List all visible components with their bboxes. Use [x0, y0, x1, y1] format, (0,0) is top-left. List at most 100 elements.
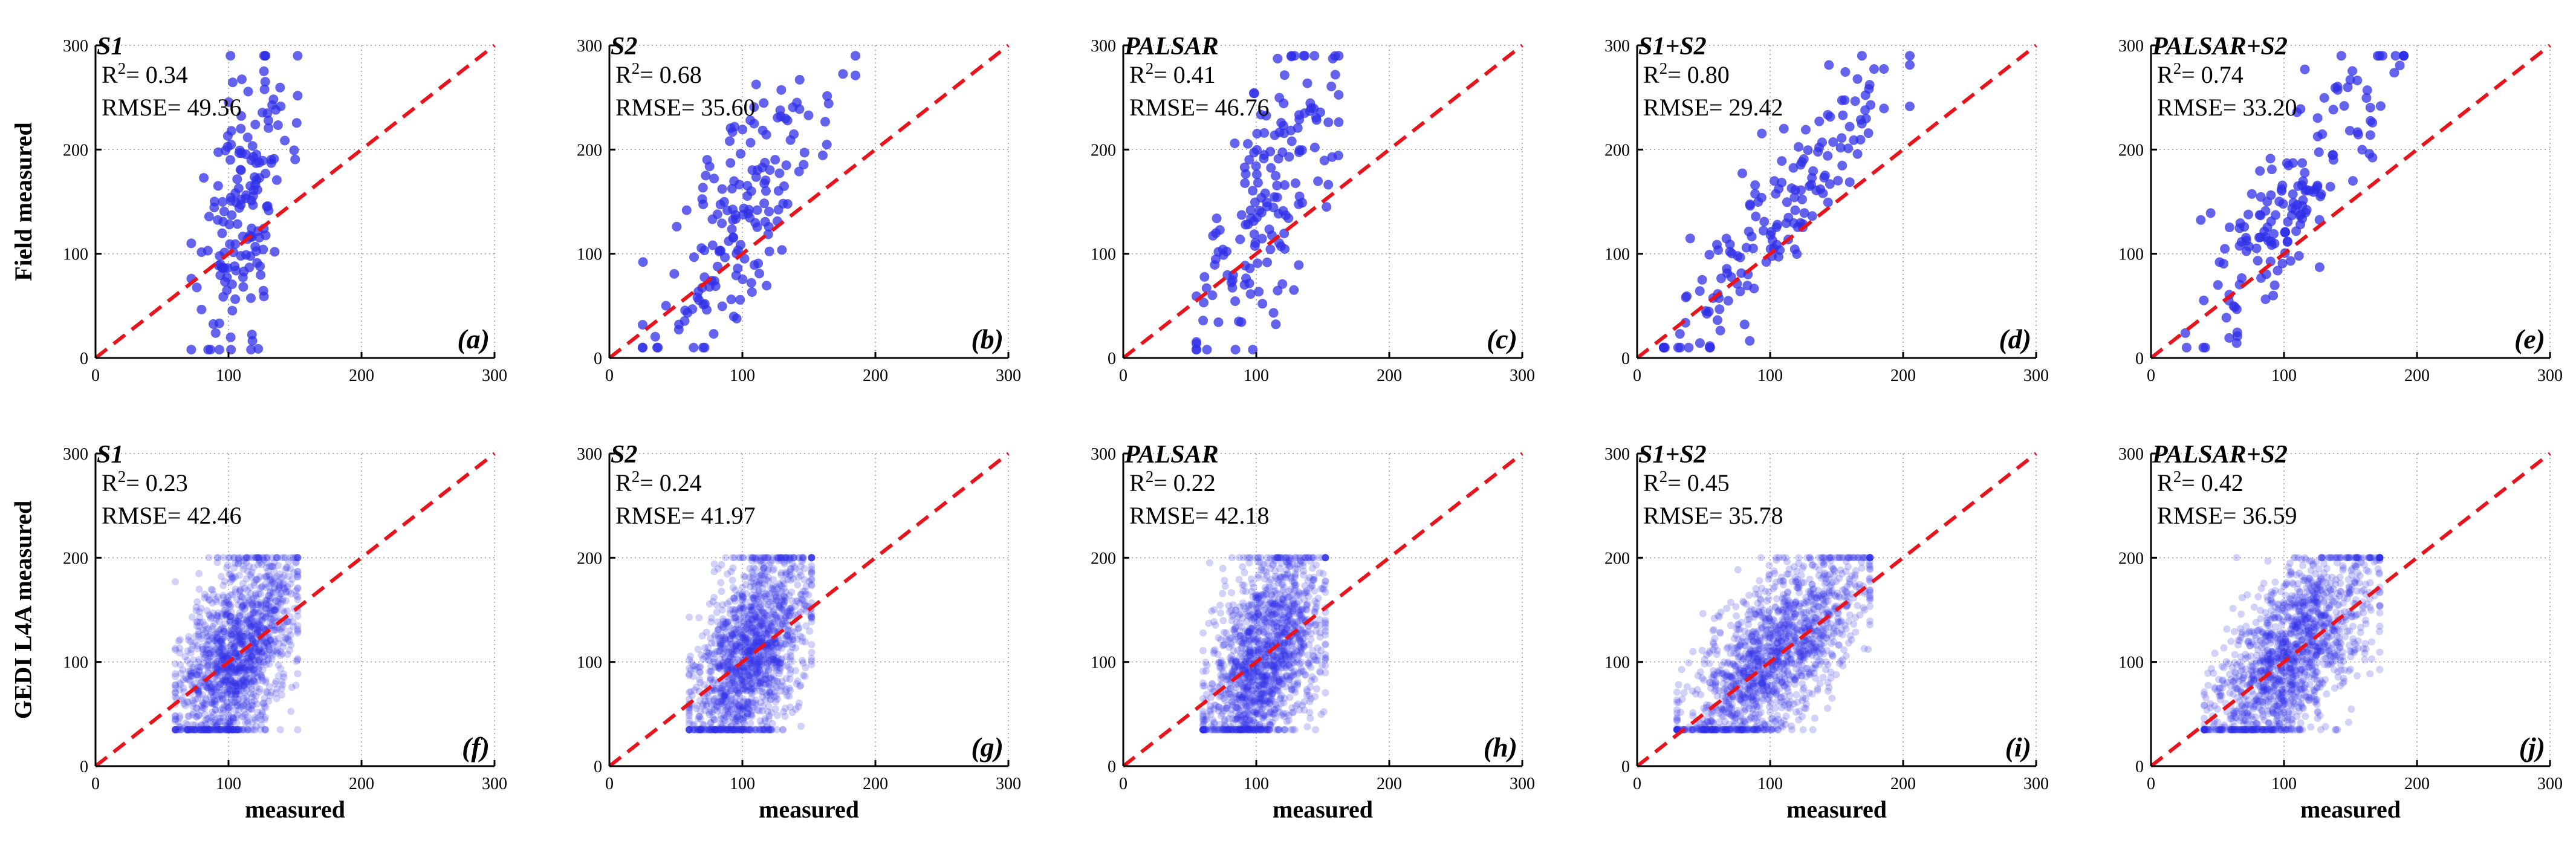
scatter-point — [727, 294, 736, 304]
scatter-point — [747, 278, 756, 288]
scatter-point — [2259, 227, 2269, 236]
scatter-point — [172, 689, 179, 697]
x-tick-label: 100 — [216, 366, 241, 385]
scatter-point — [724, 705, 731, 712]
scatter-point — [256, 270, 265, 280]
scatter-point — [261, 77, 270, 86]
rmse-stat-d: RMSE= 29.42 — [1643, 94, 1783, 121]
scatter-point — [1675, 329, 1685, 339]
scatter-point — [1309, 103, 1319, 113]
scatter-point — [1320, 156, 1329, 166]
scatter-point — [774, 205, 784, 215]
scatter-point — [2274, 197, 2284, 206]
scatter-point — [2326, 182, 2335, 192]
scatter-point — [236, 251, 245, 261]
scatter-point — [776, 85, 786, 95]
scatter-point — [245, 706, 252, 714]
scatter-point — [801, 673, 808, 680]
scatter-point — [774, 169, 784, 178]
scatter-point — [1213, 317, 1223, 327]
scatter-point — [698, 200, 708, 209]
x-tick-label: 0 — [1633, 366, 1641, 385]
scatter-point — [1748, 244, 1758, 253]
scatter-point — [786, 685, 793, 692]
x-tick-label: 100 — [2271, 366, 2297, 385]
scatter-point — [713, 609, 721, 616]
scatter-point — [765, 629, 772, 636]
scatter-point — [773, 726, 780, 733]
x-tick-label: 200 — [349, 775, 374, 793]
scatter-point — [799, 596, 806, 603]
scatter-point — [1800, 208, 1809, 218]
scatter-point — [778, 606, 785, 614]
scatter-point — [285, 636, 292, 643]
scatter-point — [1306, 683, 1314, 691]
x-tick-label: 0 — [91, 775, 100, 793]
scatter-point — [210, 711, 218, 718]
scatter-point — [247, 690, 255, 697]
scatter-point — [748, 557, 756, 564]
scatter-point — [1772, 240, 1782, 250]
scatter-point — [1236, 554, 1243, 561]
scatter-point — [221, 651, 228, 659]
x-tick-label: 200 — [1377, 366, 1402, 385]
scatter-point — [717, 218, 727, 228]
scatter-point — [765, 675, 773, 682]
scatter-point — [746, 138, 756, 148]
scatter-point — [225, 155, 235, 164]
y-tick-label: 100 — [1091, 246, 1116, 264]
scatter-points-h — [1199, 554, 1329, 733]
x-tick-label: 300 — [996, 775, 1021, 793]
scatter-point — [1295, 192, 1305, 201]
scatter-point — [293, 51, 302, 60]
scatter-point — [215, 345, 224, 354]
scatter-point — [764, 207, 774, 216]
scatter-point — [1211, 229, 1221, 238]
scatter-point — [280, 671, 287, 678]
scatter-point — [263, 639, 270, 646]
scatter-point — [196, 614, 203, 621]
scatter-point — [227, 603, 234, 610]
scatter-point — [259, 677, 267, 685]
scatter-point — [776, 660, 784, 667]
scatter-point — [288, 684, 296, 691]
panel-title-d: S1+S2 — [1638, 33, 1707, 60]
scatter-point — [717, 579, 724, 587]
scatter-point — [741, 632, 748, 640]
scatter-point — [1705, 250, 1715, 259]
scatter-point — [1230, 296, 1240, 306]
scatter-point — [2283, 236, 2292, 246]
scatter-point — [706, 726, 713, 733]
y-tick-label: 200 — [1091, 141, 1116, 160]
scatter-point — [808, 618, 815, 625]
scatter-point — [275, 83, 285, 93]
scatter-point — [200, 651, 207, 659]
scatter-point — [2263, 236, 2273, 246]
scatter-point — [787, 675, 794, 683]
scatter-point — [709, 329, 719, 339]
scatter-point — [1316, 569, 1323, 576]
scatter-point — [1192, 339, 1201, 348]
scatter-point — [696, 713, 703, 720]
scatter-point — [246, 345, 256, 354]
scatter-point — [1716, 273, 1726, 283]
scatter-point — [261, 648, 268, 655]
scatter-point — [1303, 79, 1312, 88]
scatter-point — [774, 712, 781, 719]
scatter-point — [1317, 647, 1325, 654]
rmse-stat-b: RMSE= 35.60 — [615, 94, 755, 121]
scatter-point — [776, 580, 783, 588]
panel-label-f: (f) — [462, 732, 490, 763]
scatter-point — [1673, 343, 1683, 353]
scatter-point — [2268, 291, 2278, 301]
scatter-point — [753, 206, 762, 215]
scatter-point — [838, 69, 848, 79]
scatter-point — [725, 724, 732, 732]
scatter-point — [1210, 606, 1218, 613]
scatter-point — [256, 656, 263, 663]
scatter-point — [762, 281, 771, 290]
scatter-point — [224, 691, 231, 698]
